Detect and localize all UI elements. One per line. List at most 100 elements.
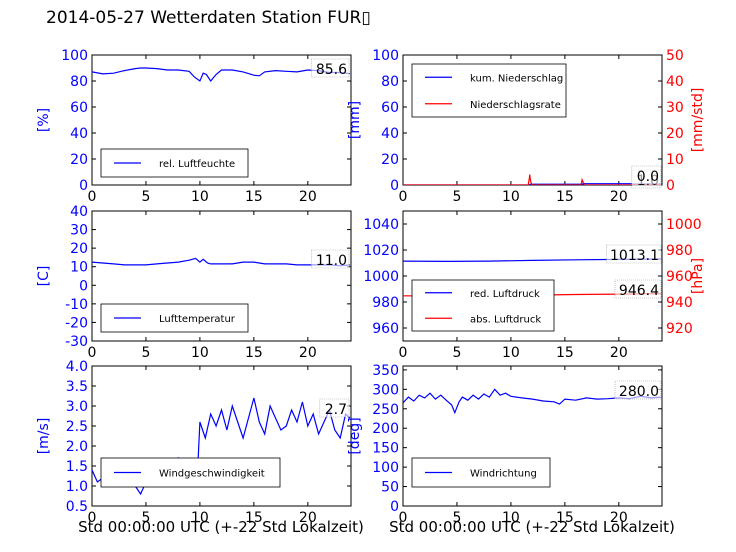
- windspeed-annotation-box: [319, 398, 350, 418]
- pressure-annotation: 946.4: [619, 283, 659, 299]
- windspeed-annotation: 2.7: [325, 402, 347, 418]
- pressure-ytick-label: 960: [372, 321, 399, 337]
- winddirection-ytick-label: 350: [372, 363, 399, 379]
- temperature-annotation: 11.0: [316, 253, 347, 269]
- winddirection-ytick-label: 50: [381, 480, 399, 496]
- pressure-ytick-right-label: 980: [666, 243, 693, 259]
- precipitation-legend-box: [411, 63, 567, 118]
- winddirection-xtick-label: 15: [556, 510, 574, 526]
- precipitation-series-niederschlagsrate: [403, 174, 661, 185]
- winddirection-xtick-label: 20: [610, 510, 628, 526]
- windspeed-xtick-label: 10: [191, 510, 209, 526]
- pressure-legend-box: [411, 279, 555, 332]
- precipitation-ylabel: [mm]: [347, 101, 363, 139]
- windspeed-ytick-label: 2.5: [66, 419, 88, 435]
- windspeed-ytick-label: 3.5: [66, 379, 88, 395]
- winddirection-xtick-label: 10: [502, 510, 520, 526]
- precipitation-ytick-label: 100: [372, 48, 399, 64]
- winddirection-legend-label: Windrichtung: [470, 469, 537, 480]
- windspeed-ytick-label: 0.5: [66, 499, 88, 515]
- pressure-ylabel-right: [hPa]: [690, 258, 706, 294]
- pressure-legend-label: red. Luftdruck: [470, 289, 540, 300]
- pressure-ytick-label: 1020: [363, 243, 399, 259]
- pressure-ytick-right-label: 1000: [666, 217, 702, 233]
- humidity-ylabel: [%]: [36, 108, 52, 132]
- pressure-ytick-right-label: 920: [666, 321, 693, 337]
- precipitation-series-kum-niederschlag: [403, 183, 661, 185]
- humidity-ytick-label: 60: [70, 100, 88, 116]
- pressure-xtick-label: 0: [399, 345, 408, 361]
- precipitation-ytick-label: 80: [381, 74, 399, 90]
- temperature-ytick-label: 0: [79, 278, 88, 294]
- winddirection-annotation: 280.0: [619, 384, 659, 400]
- humidity-ytick-label: 100: [61, 48, 88, 64]
- temperature-series-lufttemperatur: [92, 257, 350, 267]
- temperature-xtick-label: 10: [191, 345, 209, 361]
- humidity-annotation: 85.6: [316, 62, 347, 78]
- windspeed-xtick-label: 20: [299, 510, 317, 526]
- pressure-legend-label: abs. Luftdruck: [470, 314, 541, 325]
- winddirection-ylabel: [deg]: [347, 417, 363, 454]
- precipitation-ytick-right-label: 50: [666, 48, 684, 64]
- humidity-ytick-label: 80: [70, 74, 88, 90]
- temperature-xtick-label: 15: [245, 345, 263, 361]
- temperature-ylabel: [C]: [36, 266, 52, 287]
- humidity-annotation-box: [311, 58, 350, 78]
- pressure-xtick-label: 15: [556, 345, 574, 361]
- precipitation-xtick-label: 0: [399, 189, 408, 205]
- precipitation-xtick-label: 20: [610, 189, 628, 205]
- humidity-xtick-label: 20: [299, 189, 317, 205]
- windspeed-ytick-label: 3.0: [66, 399, 88, 415]
- winddirection-annotation-box: [614, 380, 662, 400]
- temperature-annotation-box: [311, 249, 350, 269]
- precipitation-annotation: 0.0: [637, 169, 659, 185]
- precipitation-ytick-right-label: 10: [666, 152, 684, 168]
- precipitation-ytick-right-label: 40: [666, 74, 684, 90]
- pressure-ytick-right-label: 940: [666, 295, 693, 311]
- figure-title: 2014-05-27 Wetterdaten Station FUR▯: [46, 8, 371, 28]
- precipitation-annotation-box: [631, 165, 662, 185]
- pressure-annotation-box: [606, 244, 662, 264]
- windspeed-ytick-label: 1.5: [66, 459, 88, 475]
- precipitation-xtick-label: 15: [556, 189, 574, 205]
- pressure-annotation: 1013.1: [610, 248, 659, 264]
- winddirection-ytick-label: 150: [372, 441, 399, 457]
- temperature-xtick-label: 0: [88, 345, 97, 361]
- precipitation-ytick-right-label: 20: [666, 126, 684, 142]
- windspeed-ytick-label: 4.0: [66, 359, 88, 375]
- precipitation-xtick-label: 10: [502, 189, 520, 205]
- temperature-legend-label: Lufttemperatur: [159, 314, 236, 325]
- humidity-series-rel-luftfeuchte: [92, 67, 350, 83]
- temperature-ytick-label: 40: [70, 204, 88, 220]
- precipitation-ytick-label: 20: [381, 152, 399, 168]
- humidity-ytick-label: 0: [79, 178, 88, 194]
- precipitation-ytick-right-label: 0: [666, 178, 675, 194]
- winddirection-ytick-label: 300: [372, 382, 399, 398]
- winddirection-ytick-label: 0: [390, 499, 399, 515]
- windspeed-xtick-label: 5: [141, 510, 150, 526]
- pressure-ytick-label: 1000: [363, 269, 399, 285]
- precipitation-legend-label: Niederschlagsrate: [470, 100, 561, 111]
- temperature-xtick-label: 20: [299, 345, 317, 361]
- humidity-xtick-label: 15: [245, 189, 263, 205]
- pressure-xtick-label: 20: [610, 345, 628, 361]
- winddirection-ytick-label: 100: [372, 460, 399, 476]
- precipitation-ylabel-right: [mm/std]: [690, 88, 706, 153]
- windspeed-xtick-label: 15: [245, 510, 263, 526]
- windspeed-ytick-label: 1.0: [66, 479, 88, 495]
- humidity-xtick-label: 0: [88, 189, 97, 205]
- windspeed-xtick-label: 0: [88, 510, 97, 526]
- winddirection-series-windrichtung: [403, 388, 661, 415]
- temperature-ytick-label: -30: [65, 334, 88, 350]
- temperature-ytick-label: -20: [65, 315, 88, 331]
- pressure-xtick-label: 5: [452, 345, 461, 361]
- humidity-xtick-label: 10: [191, 189, 209, 205]
- winddirection-xtick-label: 5: [452, 510, 461, 526]
- windspeed-ylabel: [m/s]: [36, 418, 52, 455]
- humidity-ytick-label: 40: [70, 126, 88, 142]
- temperature-xtick-label: 5: [141, 345, 150, 361]
- precipitation-legend-label: kum. Niederschlag: [470, 73, 563, 84]
- windspeed-legend-label: Windgeschwindigkeit: [159, 469, 265, 480]
- pressure-ytick-label: 980: [372, 295, 399, 311]
